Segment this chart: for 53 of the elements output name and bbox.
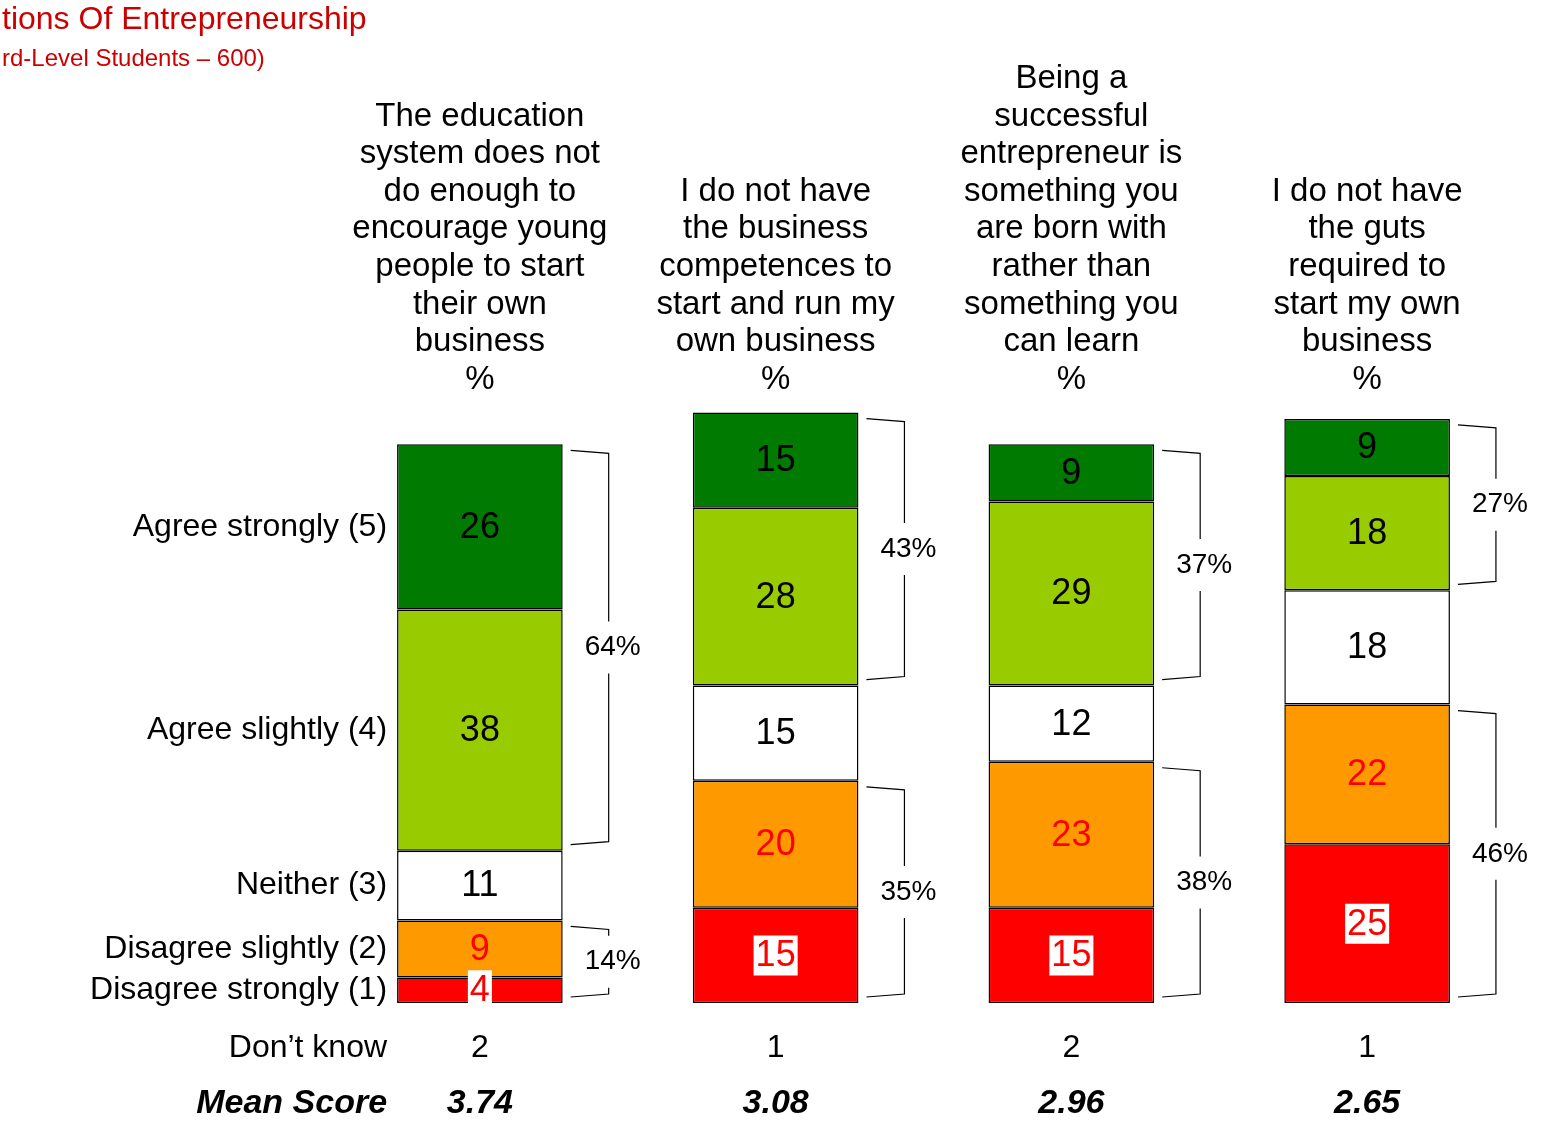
data-label: 15 [755,933,796,975]
annotation: 46% [1471,836,1528,868]
annotation: 35% [880,874,937,906]
data-label: 9 [1357,425,1378,467]
x-tick-label: I do not have the business competences to start and run my own business [656,170,896,359]
text: % [1056,358,1087,396]
data-label: 23 [1051,812,1092,854]
text: 2.96 [1037,1082,1106,1121]
annotation: 43% [880,531,937,563]
chart-title: tions Of Entrepreneurship [2,0,367,37]
annotation: 64% [584,630,641,662]
annotation: 38% [1176,865,1233,897]
data-label: 38 [459,707,500,749]
text: % [760,358,791,396]
text: Mean Score [196,1082,388,1121]
data-label: 29 [1051,571,1092,613]
text: 3.74 [446,1082,514,1121]
text: Don’t know [228,1027,388,1064]
data-label: 28 [755,574,796,616]
y-axis-title: % [465,358,495,396]
data-label: 4 [469,968,490,1010]
text: 1 [766,1027,785,1064]
series-label: Neither (3) [235,865,388,902]
text: 1 [1358,1027,1377,1064]
x-tick-label: I do not have the guts required to start my own business [1271,170,1463,359]
x-tick-label: Being a successful entrepreneur is something you are born with rather than something you can learn [960,57,1183,359]
data-label: 15 [1051,933,1092,975]
text: % [1352,358,1382,396]
data-label: 15 [755,438,796,480]
data-label: 11 [461,863,499,905]
data-label: 25 [1347,901,1388,943]
data-label: 9 [469,926,490,968]
series-label: Agree slightly (4) [146,709,388,746]
series-label: Disagree slightly (2) [104,928,388,965]
text: 2.65 [1333,1082,1402,1121]
annotation: 27% [1471,487,1528,519]
series-label: Disagree strongly (1) [90,970,388,1007]
x-tick-label: The education system does not do enough to encourage young people to start their own business [352,95,608,359]
data-label: 18 [1347,625,1388,667]
text: 2 [1062,1027,1081,1064]
data-label: 22 [1347,752,1388,794]
data-label: 12 [1051,701,1092,743]
data-label: 18 [1347,511,1388,553]
annotation: 14% [584,944,641,976]
data-label: 26 [459,504,500,546]
text: 3.08 [742,1082,809,1121]
data-label: 9 [1061,450,1082,492]
text: rd-Level Students – 600) [2,44,265,72]
series-label: Agree strongly (5) [132,506,388,543]
annotation: 37% [1176,547,1233,579]
data-label: 20 [755,822,796,864]
data-label: 15 [755,711,796,753]
text: 2 [470,1027,489,1064]
